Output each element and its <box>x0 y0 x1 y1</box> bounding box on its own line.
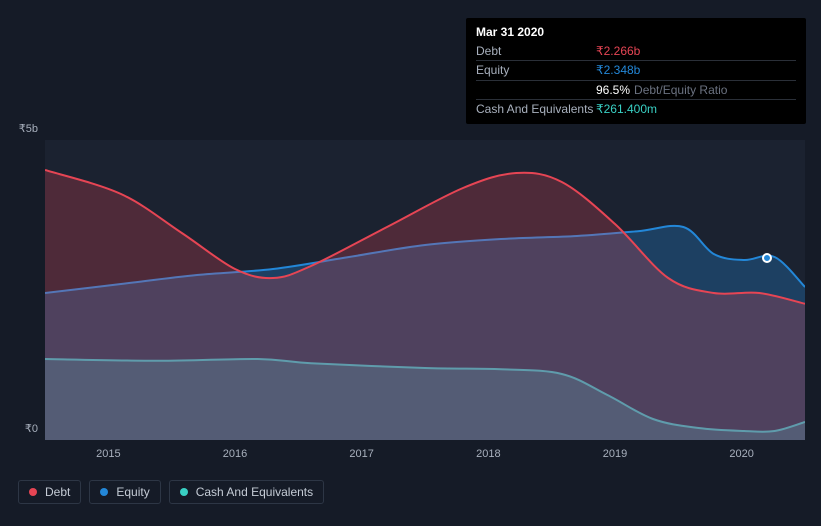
legend-item-equity[interactable]: Equity <box>89 480 160 504</box>
x-axis-tick: 2017 <box>349 448 373 460</box>
legend-item-cash[interactable]: Cash And Equivalents <box>169 480 324 504</box>
legend-label: Debt <box>45 485 70 499</box>
chart-legend: Debt Equity Cash And Equivalents <box>18 480 324 504</box>
tooltip-label: Equity <box>476 62 596 78</box>
debt-series-area <box>45 170 805 440</box>
tooltip-row: Equity₹2.348b <box>476 60 796 79</box>
x-axis-tick: 2020 <box>729 448 753 460</box>
x-axis-tick: 2016 <box>223 448 247 460</box>
tooltip-date: Mar 31 2020 <box>476 24 796 40</box>
legend-label: Equity <box>116 485 149 499</box>
tooltip-value: ₹2.348b <box>596 62 640 78</box>
x-axis-labels: 2015 2016 2017 2018 2019 2020 <box>45 448 805 464</box>
tooltip-row: Cash And Equivalents₹261.400m <box>476 99 796 118</box>
tooltip-row: Debt₹2.266b <box>476 42 796 60</box>
tooltip-suffix: Debt/Equity Ratio <box>634 82 727 98</box>
y-axis-zero-label: ₹0 <box>8 422 38 435</box>
x-axis-tick: 2015 <box>96 448 120 460</box>
legend-item-debt[interactable]: Debt <box>18 480 81 504</box>
x-axis-tick: 2019 <box>603 448 627 460</box>
tooltip-label: Debt <box>476 43 596 59</box>
debt-dot-icon <box>29 488 37 496</box>
cash-dot-icon <box>180 488 188 496</box>
tooltip-label: Cash And Equivalents <box>476 101 596 117</box>
chart-tooltip: Mar 31 2020 Debt₹2.266bEquity₹2.348b96.5… <box>466 18 806 124</box>
legend-label: Cash And Equivalents <box>196 485 313 499</box>
tooltip-value: ₹2.266b <box>596 43 640 59</box>
hover-marker <box>762 253 772 263</box>
equity-dot-icon <box>100 488 108 496</box>
tooltip-row: 96.5%Debt/Equity Ratio <box>476 80 796 99</box>
x-axis-tick: 2018 <box>476 448 500 460</box>
chart-svg <box>45 140 805 440</box>
tooltip-value: 96.5% <box>596 82 630 98</box>
y-axis-max-label: ₹5b <box>8 122 38 135</box>
tooltip-label <box>476 82 596 98</box>
tooltip-value: ₹261.400m <box>596 101 657 117</box>
